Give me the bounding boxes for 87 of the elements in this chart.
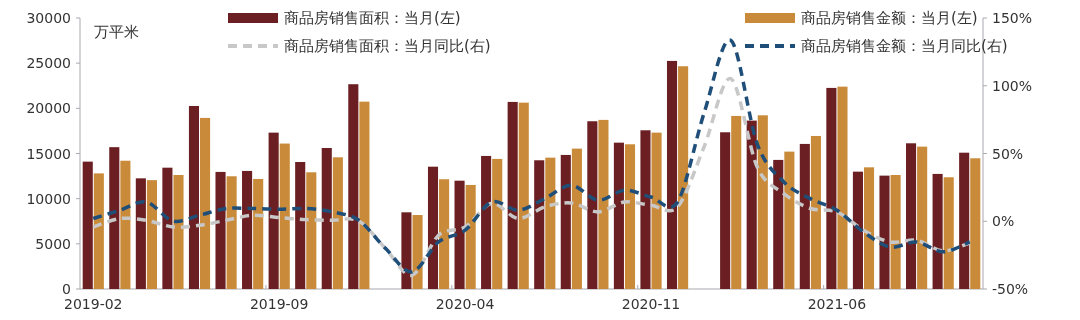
annotation: 万平米	[94, 23, 139, 41]
bar	[332, 157, 343, 289]
bar	[401, 212, 412, 289]
x-tick-label: 2019-02	[64, 296, 123, 312]
bar	[746, 120, 757, 289]
bar	[518, 102, 529, 289]
y2-tick-label: 100%	[992, 77, 1033, 94]
y-tick-label: 30000	[26, 10, 71, 26]
x-tick-label: 2020-04	[435, 296, 495, 312]
bar	[226, 176, 237, 289]
bar	[427, 166, 439, 289]
bar	[242, 170, 253, 289]
bar	[109, 147, 120, 289]
bar	[640, 130, 651, 289]
bar	[545, 157, 556, 289]
bar	[598, 119, 609, 289]
bar	[678, 66, 689, 289]
bar	[492, 158, 503, 289]
bar	[295, 161, 306, 289]
bar	[82, 161, 93, 289]
bar	[757, 115, 768, 289]
y-tick-label: 10000	[26, 190, 71, 207]
bar	[162, 167, 173, 289]
y2-tick-label: 0%	[992, 213, 1015, 230]
line-series	[91, 76, 972, 278]
bar	[932, 173, 943, 289]
x-tick-label: 2019-09	[249, 296, 309, 312]
bar	[799, 143, 810, 289]
y-tick-label: 15000	[26, 145, 71, 162]
bar	[826, 87, 837, 289]
bar	[93, 173, 104, 289]
legend-label: 商品房销售面积：当月同比(右)	[284, 37, 491, 55]
y-tick-label: 5000	[35, 235, 71, 252]
bar	[587, 121, 598, 289]
bar	[773, 159, 784, 289]
bar	[173, 175, 184, 289]
bar	[651, 132, 662, 289]
bar	[359, 101, 370, 289]
bar	[306, 172, 317, 289]
bar	[879, 175, 890, 289]
y-tick-label: 25000	[26, 55, 71, 72]
bar	[666, 60, 678, 289]
bar	[613, 142, 624, 289]
bar	[146, 180, 157, 289]
bar	[917, 146, 928, 289]
bar	[454, 180, 465, 289]
x-tick-label: 2020-11	[621, 296, 681, 312]
bar	[321, 147, 332, 289]
bar	[439, 179, 450, 289]
bar	[837, 86, 848, 289]
bar	[465, 184, 476, 289]
bar	[534, 160, 545, 289]
bar	[624, 144, 636, 289]
bar	[135, 178, 146, 289]
bar	[200, 117, 211, 289]
bar	[348, 84, 359, 289]
bar	[253, 178, 264, 289]
bar	[481, 155, 492, 289]
y2-tick-label: 150%	[992, 10, 1033, 26]
bar	[970, 158, 981, 289]
bar	[731, 115, 742, 289]
bar	[571, 148, 582, 289]
bar	[188, 105, 200, 289]
bar	[412, 215, 423, 289]
bar	[268, 132, 279, 289]
bar	[959, 152, 970, 289]
bar	[120, 160, 131, 289]
y-tick-label: 0	[62, 281, 71, 297]
y-tick-label: 20000	[26, 100, 71, 117]
bar	[560, 154, 571, 289]
bar	[784, 151, 795, 289]
bar	[279, 143, 290, 289]
x-tick-label: 2021-06	[807, 296, 867, 312]
bar	[943, 177, 954, 289]
bar	[906, 143, 917, 289]
bar	[720, 132, 731, 289]
bar	[215, 171, 226, 289]
y2-tick-label: -50%	[992, 281, 1029, 297]
legend-label: 商品房销售金额：当月(左)	[801, 9, 978, 27]
bar	[890, 175, 901, 289]
bar	[507, 101, 518, 289]
bar	[810, 135, 821, 289]
bar	[852, 171, 863, 289]
bar	[863, 167, 875, 289]
legend-label: 商品房销售金额：当月同比(右)	[801, 37, 1008, 55]
y2-tick-label: 50%	[992, 145, 1024, 162]
legend-label: 商品房销售面积：当月(左)	[284, 9, 461, 27]
